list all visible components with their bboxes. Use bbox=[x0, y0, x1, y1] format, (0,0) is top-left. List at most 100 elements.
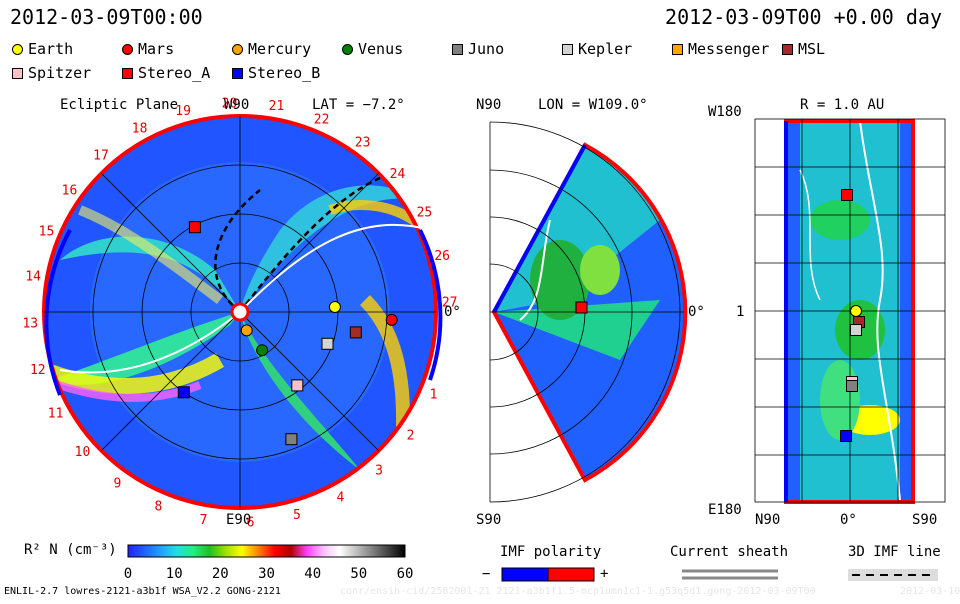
ecliptic-marker-msl bbox=[349, 326, 362, 339]
carrington-number: 8 bbox=[154, 500, 162, 515]
carrington-number: 23 bbox=[355, 136, 371, 151]
legend-marker bbox=[122, 67, 133, 79]
ecliptic-top-label: W90 bbox=[224, 97, 250, 113]
ecliptic-marker-venus bbox=[256, 344, 269, 357]
imf-polarity-title: IMF polarity bbox=[500, 544, 602, 560]
carrington-number: 22 bbox=[314, 113, 330, 128]
carrington-number: 12 bbox=[30, 363, 46, 378]
legend-item-spitzer: Spitzer bbox=[12, 64, 91, 82]
carrington-number: 9 bbox=[113, 477, 121, 492]
radial-x-s90: S90 bbox=[912, 512, 938, 528]
legend-label: Juno bbox=[468, 40, 505, 58]
colorbar-tick-label: 60 bbox=[397, 566, 414, 582]
legend-item-msl: MSL bbox=[782, 40, 825, 58]
imf-positive-swatch bbox=[547, 567, 595, 582]
colorbar-tick-label: 40 bbox=[304, 566, 321, 582]
carrington-number: 10 bbox=[75, 445, 91, 460]
carrington-number: 20 bbox=[222, 96, 238, 111]
radial-marker-stereo-b bbox=[840, 430, 852, 442]
legend-marker bbox=[232, 43, 243, 55]
carrington-number: 27 bbox=[442, 296, 458, 311]
carrington-number: 26 bbox=[434, 249, 450, 264]
carrington-number: 13 bbox=[22, 317, 38, 332]
ecliptic-marker-juno bbox=[285, 433, 298, 446]
carrington-number: 4 bbox=[336, 490, 344, 505]
carrington-number: 15 bbox=[39, 224, 55, 239]
legend-marker bbox=[12, 43, 23, 55]
legend-label: Stereo_A bbox=[138, 64, 211, 82]
meridional-right-label: 0° bbox=[688, 304, 705, 320]
legend-marker bbox=[562, 43, 573, 55]
colorbar-tick-label: 50 bbox=[350, 566, 367, 582]
ecliptic-bottom-label: E90 bbox=[226, 512, 252, 528]
ecliptic-marker-stereo-a bbox=[188, 221, 201, 234]
radial-mid-left: 1 bbox=[736, 304, 745, 320]
legend-marker bbox=[12, 67, 23, 79]
radial-markers bbox=[840, 189, 865, 442]
ecliptic-right-label: 0° bbox=[444, 304, 461, 320]
carrington-number: 3 bbox=[375, 464, 383, 479]
ecliptic-title: Ecliptic Plane bbox=[60, 97, 179, 113]
colorbar-tick-label: 20 bbox=[212, 566, 229, 582]
imf-line-title: 3D IMF line bbox=[848, 544, 941, 560]
radial-panel bbox=[754, 118, 946, 504]
carrington-number: 6 bbox=[247, 516, 255, 531]
timestamp-right: 2012-03-09T00 +0.00 day bbox=[665, 5, 942, 29]
radial-marker-juno bbox=[846, 380, 858, 392]
ecliptic-marker-spitzer bbox=[291, 379, 304, 392]
meridional-bottom-label: S90 bbox=[476, 512, 502, 528]
legend-label: MSL bbox=[798, 40, 826, 58]
carrington-number: 18 bbox=[132, 122, 148, 137]
ecliptic-markers bbox=[177, 221, 398, 446]
legend-label: Kepler bbox=[578, 40, 633, 58]
carrington-number: 1 bbox=[430, 388, 438, 403]
model-info: ENLIL-2.7 lowres-2121-a3b1f WSA_V2.2 GON… bbox=[4, 586, 281, 597]
legend-item-stereo-b: Stereo_B bbox=[232, 64, 320, 82]
radial-top-left: W180 bbox=[708, 104, 742, 120]
legend-item-earth: Earth bbox=[12, 40, 73, 58]
legend-label: Earth bbox=[28, 40, 74, 58]
carrington-number: 25 bbox=[417, 206, 433, 221]
carrington-number: 14 bbox=[25, 270, 41, 285]
carrington-number: 7 bbox=[200, 513, 208, 528]
meridional-panel bbox=[489, 121, 688, 503]
legend-label: Stereo_B bbox=[248, 64, 321, 82]
ecliptic-lat-label: LAT = −7.2° bbox=[312, 97, 405, 113]
radial-bottom-left: E180 bbox=[708, 502, 742, 518]
colorbar-tick-label: 30 bbox=[258, 566, 275, 582]
carrington-number: 19 bbox=[175, 104, 191, 119]
legend-label: Mars bbox=[138, 40, 175, 58]
meridional-stereo-a-marker bbox=[575, 301, 588, 314]
meridional-top-label: N90 bbox=[476, 97, 502, 113]
legend-item-stereo-a: Stereo_A bbox=[122, 64, 210, 82]
legend-marker bbox=[672, 43, 683, 55]
carrington-number: 24 bbox=[390, 167, 406, 182]
imf-3d-line bbox=[848, 569, 938, 581]
legend-label: Venus bbox=[358, 40, 404, 58]
legend-item-juno: Juno bbox=[452, 40, 504, 58]
radial-marker-earth bbox=[850, 305, 862, 317]
legend-item-messenger: Messenger bbox=[672, 40, 769, 58]
legend-label: Mercury bbox=[248, 40, 312, 58]
carrington-number: 11 bbox=[48, 406, 64, 421]
carrington-number: 16 bbox=[62, 183, 78, 198]
legend-item-venus: Venus bbox=[342, 40, 403, 58]
legend-marker bbox=[342, 43, 353, 55]
radial-marker-stereo-a bbox=[841, 189, 853, 201]
colorbar-tick-label: 0 bbox=[124, 566, 132, 582]
ecliptic-marker-kepler bbox=[321, 337, 334, 350]
legend-marker bbox=[452, 43, 463, 55]
legend-marker bbox=[232, 67, 243, 79]
faint-run-id: conr/ensih-cid/2582001-21 2121-a3b1f1.5-… bbox=[340, 586, 816, 597]
radial-title: R = 1.0 AU bbox=[800, 97, 885, 113]
ecliptic-marker-stereo-b bbox=[177, 386, 190, 399]
colorbar-tick-label: 10 bbox=[166, 566, 183, 582]
imf-minus-label: − bbox=[482, 566, 491, 582]
legend-label: Spitzer bbox=[28, 64, 92, 82]
carrington-number: 5 bbox=[293, 508, 301, 523]
ecliptic-marker-mars bbox=[385, 313, 398, 326]
imf-polarity-bar bbox=[501, 567, 595, 582]
